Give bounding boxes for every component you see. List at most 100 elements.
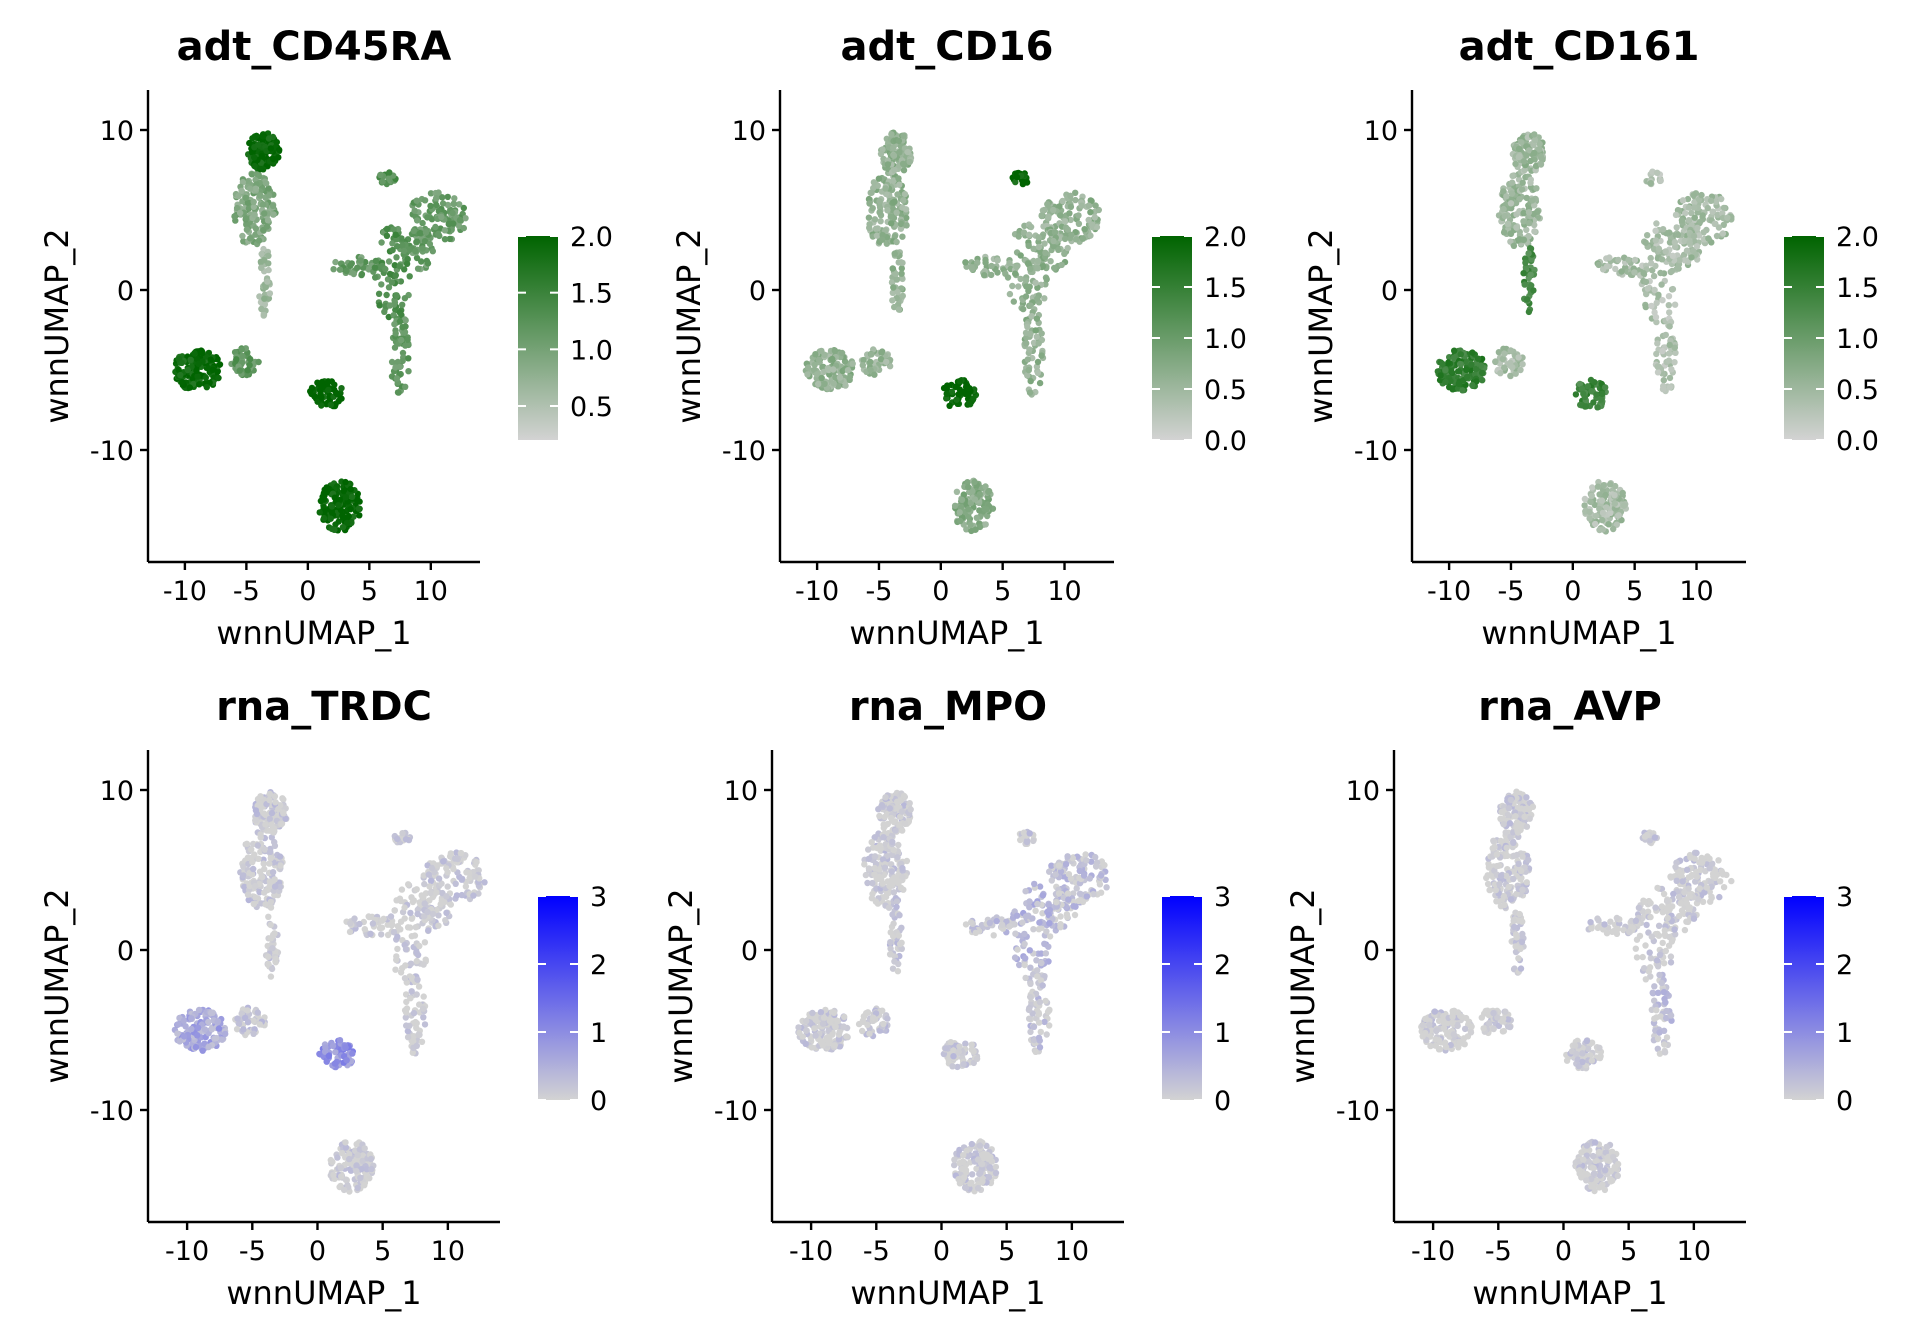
point — [413, 254, 421, 262]
point — [393, 897, 400, 904]
point — [330, 266, 337, 273]
point — [339, 524, 347, 531]
point — [401, 904, 408, 911]
point — [1648, 260, 1655, 267]
point — [1013, 173, 1021, 181]
point — [1050, 242, 1057, 250]
point — [1515, 153, 1523, 161]
point — [903, 214, 910, 222]
point — [899, 160, 907, 167]
point — [868, 839, 875, 846]
point — [1713, 232, 1721, 240]
point — [1061, 235, 1069, 243]
point — [427, 190, 435, 197]
x-tick-label: 10 — [1047, 576, 1081, 607]
point — [402, 1009, 410, 1016]
point — [1527, 271, 1534, 278]
point — [356, 512, 363, 519]
x-tick-label: -5 — [1498, 576, 1525, 607]
point — [946, 402, 953, 409]
point — [1022, 888, 1029, 895]
point — [1079, 898, 1087, 906]
point — [413, 1042, 420, 1050]
point — [968, 527, 975, 535]
point — [1012, 270, 1019, 277]
point — [887, 213, 894, 220]
point — [1459, 387, 1466, 394]
legend-tick-label: 1.0 — [570, 335, 613, 366]
point — [821, 380, 828, 387]
point — [896, 149, 903, 156]
point — [246, 139, 253, 147]
point — [1057, 913, 1064, 920]
point — [261, 295, 268, 302]
point — [879, 880, 886, 887]
point — [456, 216, 464, 224]
point — [1642, 239, 1649, 246]
point — [891, 874, 898, 881]
point — [246, 185, 254, 192]
point — [1061, 250, 1068, 257]
point — [460, 224, 467, 232]
point — [275, 805, 282, 813]
point — [973, 514, 980, 521]
point — [1044, 1008, 1052, 1016]
y-tick-label: 0 — [749, 276, 766, 307]
point — [246, 361, 253, 369]
point — [1024, 356, 1032, 363]
point — [236, 367, 243, 374]
point — [1026, 231, 1033, 238]
point — [1041, 1018, 1048, 1026]
point — [271, 883, 279, 890]
point — [399, 830, 406, 837]
point — [208, 1026, 216, 1033]
point — [209, 366, 216, 373]
point — [243, 226, 251, 233]
point — [1092, 202, 1099, 209]
legend-tick-label: 3 — [590, 882, 607, 913]
point — [435, 875, 443, 882]
y-tick-label: 0 — [1381, 276, 1398, 307]
point — [1016, 961, 1023, 969]
x-tick-label: 10 — [1679, 576, 1713, 607]
y-tick-label: -10 — [90, 436, 134, 467]
point — [316, 509, 323, 516]
y-tick-label: 10 — [100, 116, 134, 147]
point — [818, 374, 825, 382]
point — [1064, 914, 1071, 921]
point — [389, 240, 396, 247]
point — [405, 355, 412, 362]
point — [397, 969, 405, 976]
point — [446, 235, 453, 243]
legend-tick-label: 0.5 — [570, 392, 613, 423]
point — [266, 815, 273, 823]
point — [443, 865, 450, 872]
point — [252, 816, 260, 824]
point — [901, 191, 909, 198]
point — [1586, 508, 1593, 516]
point — [1522, 259, 1529, 266]
point — [415, 1031, 422, 1038]
point — [269, 869, 277, 876]
point — [1035, 1019, 1043, 1026]
point — [372, 257, 380, 265]
point — [1062, 861, 1070, 868]
point — [207, 356, 214, 363]
point — [386, 270, 394, 278]
point — [1038, 330, 1045, 337]
point — [420, 1014, 427, 1021]
point — [1690, 232, 1698, 240]
point — [1711, 220, 1719, 227]
point — [368, 1165, 375, 1173]
point — [1075, 220, 1083, 227]
point — [1618, 268, 1625, 275]
point — [1041, 295, 1048, 302]
point — [369, 920, 377, 927]
point — [390, 226, 397, 233]
panel-adt_CD45RA: adt_CD45RA-10 -5 0 5 10100-10wnnUMAP_1wnnUMA… — [38, 24, 613, 652]
point — [1705, 235, 1712, 242]
point — [378, 931, 385, 938]
point — [262, 283, 269, 291]
point — [830, 366, 837, 373]
point — [385, 258, 393, 265]
